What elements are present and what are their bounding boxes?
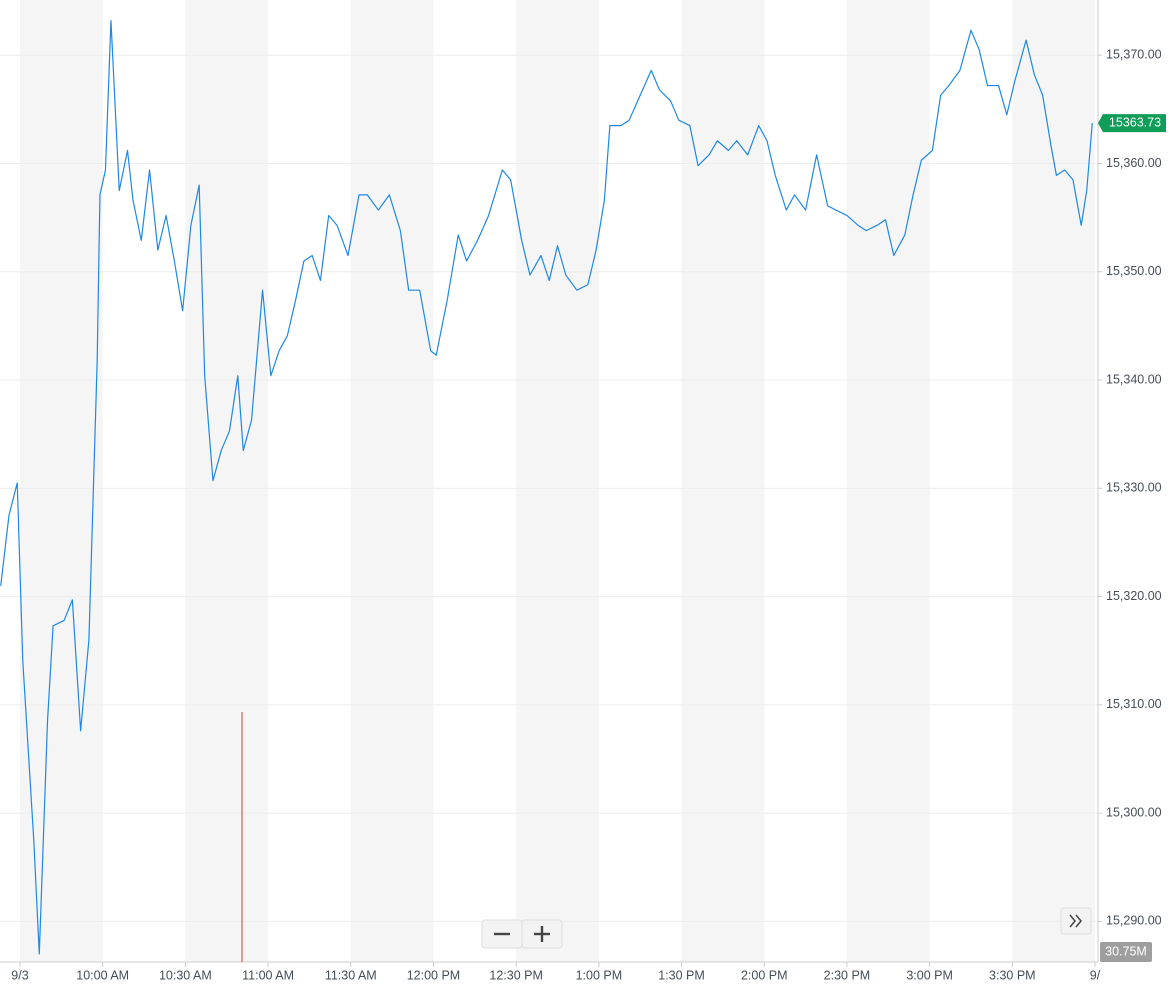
bands xyxy=(20,0,1095,962)
x-tick-label: 10:00 AM xyxy=(76,968,129,982)
price-line xyxy=(0,19,1093,955)
y-tick-label: 15,290.00 xyxy=(1106,914,1162,928)
x-tick-label: 12:30 PM xyxy=(489,968,543,982)
time-band xyxy=(1012,0,1095,962)
zoom-out-button[interactable] xyxy=(481,919,523,949)
y-tick-label: 15,350.00 xyxy=(1106,264,1162,278)
x-tick-label: 12:00 PM xyxy=(407,968,461,982)
last-price-label: 15363.73 xyxy=(1109,115,1161,129)
zoom-in-button[interactable] xyxy=(521,919,563,949)
x-tick-label: 11:00 AM xyxy=(242,968,294,982)
volume-label: 30.75M xyxy=(1105,944,1147,958)
x-tick-label: 10:30 AM xyxy=(159,968,212,982)
x-tick-label: 11:30 AM xyxy=(325,968,377,982)
y-tick-label: 15,360.00 xyxy=(1106,156,1162,170)
time-band xyxy=(516,0,599,962)
y-tick-label: 15,320.00 xyxy=(1106,589,1162,603)
y-tick-label: 15,330.00 xyxy=(1106,481,1162,495)
time-band xyxy=(20,0,103,962)
time-band xyxy=(185,0,269,962)
last-price-tag xyxy=(1098,114,1166,133)
time-band xyxy=(846,0,930,962)
x-tick-label: 3:00 PM xyxy=(906,968,953,982)
time-band xyxy=(350,0,434,962)
time-band xyxy=(681,0,765,962)
x-tick-label: 9/3 xyxy=(11,968,28,982)
plot xyxy=(0,19,1093,955)
x-tick-label: 2:30 PM xyxy=(824,968,871,982)
scroll-right-button[interactable] xyxy=(1060,907,1092,935)
y-tick-label: 15,300.00 xyxy=(1106,805,1162,819)
volume-label-bg xyxy=(1100,942,1152,962)
y-tick-label: 15,340.00 xyxy=(1106,372,1162,386)
x-tick-label: 1:30 PM xyxy=(658,968,705,982)
x-tick-label: 1:00 PM xyxy=(576,968,623,982)
y-tick-label: 15,310.00 xyxy=(1106,697,1162,711)
x-tick-label: 3:30 PM xyxy=(989,968,1036,982)
x-tick-label: 2:00 PM xyxy=(741,968,788,982)
y-tick-label: 15,370.00 xyxy=(1106,48,1162,62)
x-tick-label: 9/ xyxy=(1090,968,1101,982)
